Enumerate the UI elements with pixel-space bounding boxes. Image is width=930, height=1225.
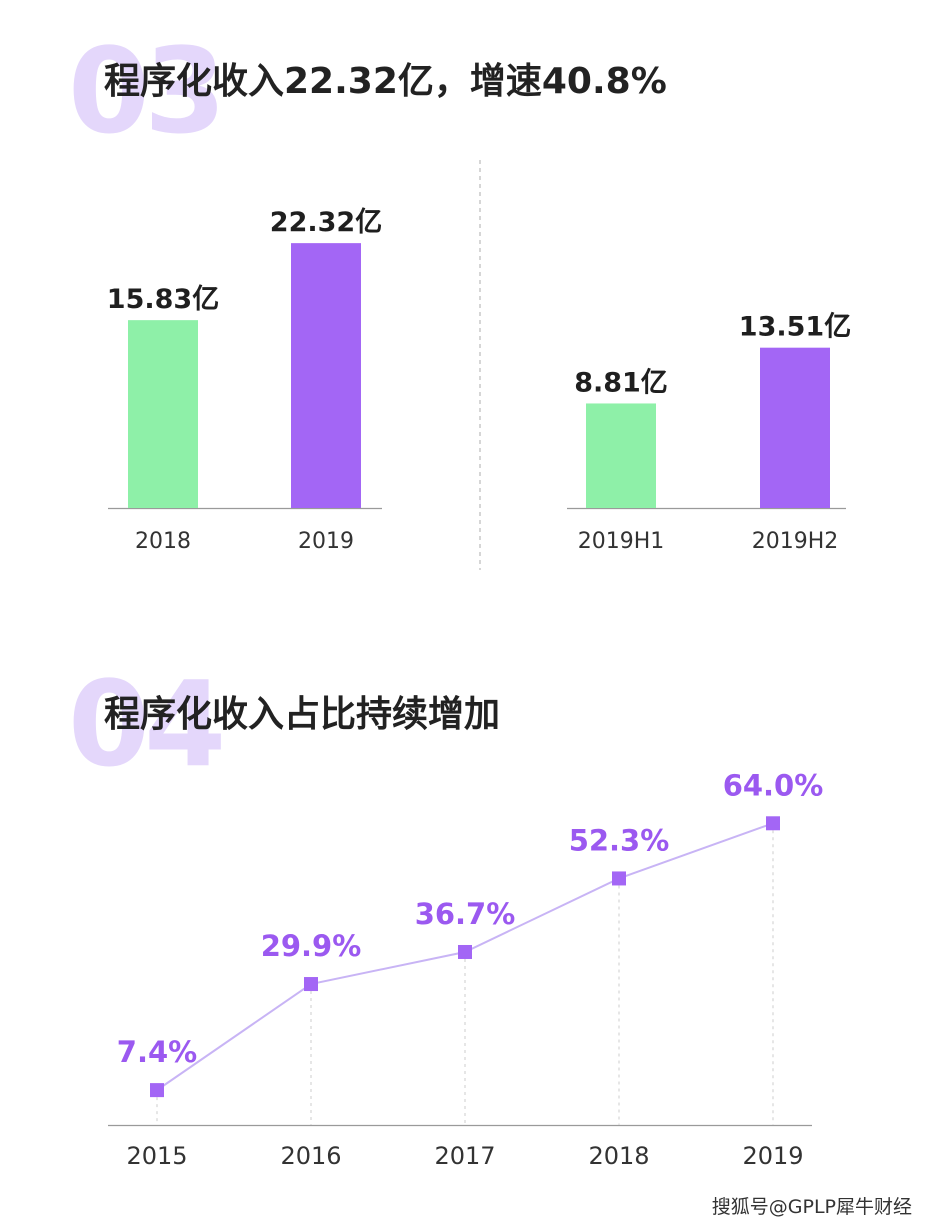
x-tick-label-2015: 2015 xyxy=(126,1142,187,1170)
data-label-2019: 64.0% xyxy=(723,768,824,802)
data-point-2018 xyxy=(612,871,626,886)
section-number-03: 03 xyxy=(68,22,226,160)
bar-chart-annual: 15.83亿 2018 22.32亿 2019 xyxy=(107,207,382,554)
x-tick-label-2019H2: 2019H2 xyxy=(752,529,839,554)
x-tick-label-2017: 2017 xyxy=(434,1142,495,1170)
data-label-2017: 36.7% xyxy=(415,897,516,931)
section-number-04: 04 xyxy=(68,655,226,793)
data-label-2016: 29.9% xyxy=(261,929,362,963)
bar-2019H2 xyxy=(760,347,830,508)
data-label-2018: 15.83亿 xyxy=(107,284,219,315)
bar-2018 xyxy=(128,320,198,508)
data-label-2019H1: 8.81亿 xyxy=(574,367,668,398)
bar-chart-half-year: 8.81亿 2019H1 13.51亿 2019H2 xyxy=(567,312,851,554)
x-tick-label-2019H1: 2019H1 xyxy=(578,529,665,554)
data-point-2015 xyxy=(150,1083,164,1098)
data-label-2019H2: 13.51亿 xyxy=(739,312,851,343)
x-tick-label-2018: 2018 xyxy=(588,1142,649,1170)
data-point-2017 xyxy=(458,944,472,959)
x-tick-label-2018: 2018 xyxy=(135,529,191,554)
watermark: 搜狐号@GPLP犀牛财经 xyxy=(711,1196,912,1218)
bar-2019 xyxy=(291,243,361,509)
data-point-2016 xyxy=(304,977,318,992)
data-label-2019: 22.32亿 xyxy=(270,207,382,238)
x-tick-label-2019: 2019 xyxy=(742,1142,803,1170)
section-title-04: 程序化收入占比持续增加 xyxy=(104,694,501,735)
section-title-03: 程序化收入22.32亿，增速40.8% xyxy=(104,61,667,102)
bar-2019H1 xyxy=(586,403,656,508)
data-label-2018: 52.3% xyxy=(569,823,670,857)
data-label-2015: 7.4% xyxy=(117,1035,197,1069)
data-point-2019 xyxy=(766,816,780,831)
x-tick-label-2016: 2016 xyxy=(280,1142,341,1170)
x-tick-label-2019: 2019 xyxy=(298,529,354,554)
